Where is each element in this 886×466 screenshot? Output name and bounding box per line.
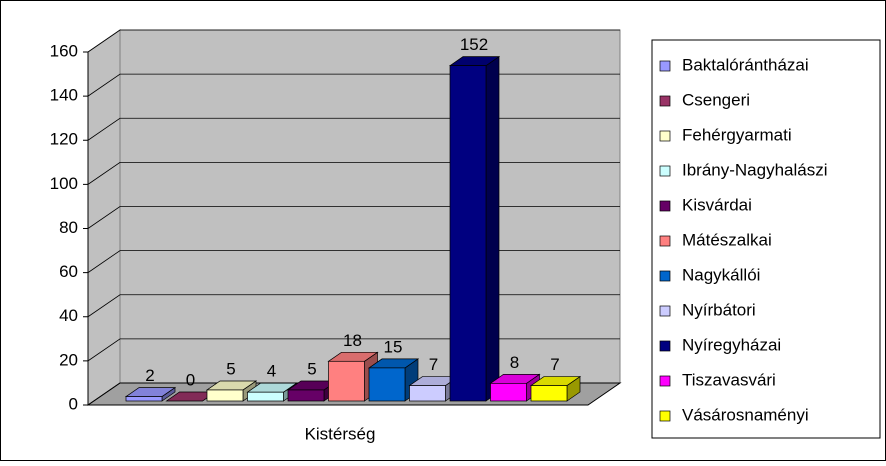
legend-swatch <box>659 130 671 142</box>
legend-label: Kisvárdai <box>682 195 752 214</box>
bar-3d <box>529 375 582 402</box>
y-tick-label: 0 <box>69 394 78 413</box>
grid-line <box>87 29 620 53</box>
data-label: 0 <box>186 370 195 389</box>
legend-swatch <box>659 375 671 387</box>
legend-swatch <box>659 270 671 282</box>
legend-label: Nagykállói <box>682 265 760 284</box>
data-label: 7 <box>429 355 438 374</box>
bar-3d <box>448 55 501 402</box>
data-label: 5 <box>226 359 235 378</box>
data-label: 7 <box>550 355 559 374</box>
bar-3d <box>124 386 177 402</box>
x-tick-label: Kistérség <box>305 424 376 443</box>
legend-label: Tiszavasvári <box>682 370 776 389</box>
bar <box>449 65 487 402</box>
bar <box>409 385 446 402</box>
bar <box>206 389 244 402</box>
legend-swatch <box>659 200 671 212</box>
legend-swatch <box>659 95 671 107</box>
bar-side <box>485 55 500 402</box>
legend-swatch <box>659 340 671 352</box>
y-tick-label: 120 <box>50 130 78 149</box>
legend-box <box>651 39 881 439</box>
y-tick-label: 160 <box>50 41 78 60</box>
legend-swatch <box>659 165 671 177</box>
legend-label: Csengeri <box>682 90 750 109</box>
y-tick-label: 60 <box>59 262 78 281</box>
legend-label: Vásárosnaményi <box>682 405 809 424</box>
y-tick-label: 80 <box>59 218 78 237</box>
data-label: 4 <box>267 362 276 381</box>
bar <box>328 360 365 402</box>
bar-3d <box>367 358 420 402</box>
bar <box>368 367 406 402</box>
legend-swatch <box>659 235 671 247</box>
legend-swatch <box>659 410 671 422</box>
legend-label: Nyírbátori <box>682 300 756 319</box>
bar <box>125 396 163 402</box>
data-label: 8 <box>510 353 519 372</box>
bar <box>530 385 568 402</box>
y-tick-label: 140 <box>50 86 78 105</box>
y-tick-label: 20 <box>59 350 78 369</box>
y-tick-label: 100 <box>50 174 78 193</box>
data-label: 152 <box>460 35 488 54</box>
bar <box>247 391 284 402</box>
data-label: 5 <box>307 359 316 378</box>
legend-label: Fehérgyarmati <box>682 125 792 144</box>
legend-swatch <box>659 305 671 317</box>
data-label: 18 <box>343 331 362 350</box>
bar <box>490 383 527 402</box>
legend-swatch <box>659 60 671 72</box>
legend-label: Baktalórántházai <box>682 55 809 74</box>
legend-label: Ibrány-Nagyhalászi <box>682 160 828 179</box>
y-tick-label: 40 <box>59 306 78 325</box>
bar <box>287 389 325 402</box>
legend-label: Nyíregyházai <box>682 335 781 354</box>
data-label: 15 <box>384 337 403 356</box>
data-label: 2 <box>145 366 154 385</box>
legend-label: Mátészalkai <box>682 230 772 249</box>
